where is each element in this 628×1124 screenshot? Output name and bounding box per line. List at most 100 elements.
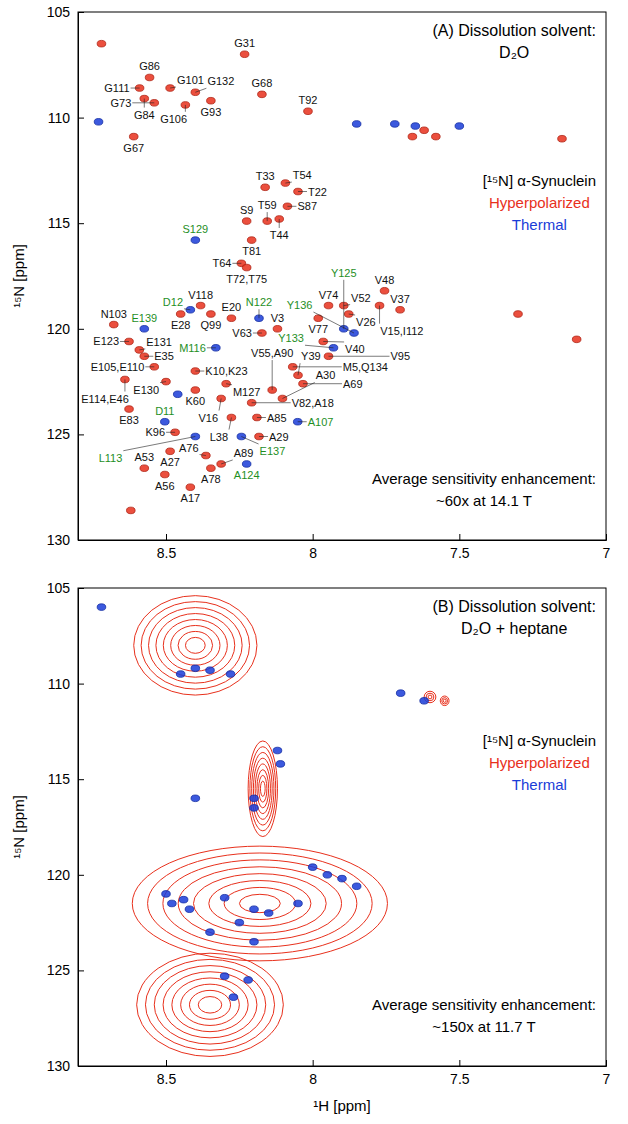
tick-label: 7 <box>603 1071 611 1087</box>
y-axis: 105110115120125130 <box>47 580 84 1074</box>
contour-ring <box>194 874 327 934</box>
peak <box>242 264 251 271</box>
peak-label: A53 <box>135 451 155 463</box>
panel: 8.587.57105110115120125130¹⁵N [ppm]¹H [p… <box>10 580 611 1114</box>
tick-label: 7.5 <box>450 545 470 561</box>
tick-mark <box>78 779 84 780</box>
leader-line <box>258 309 259 318</box>
leader-line <box>221 460 233 464</box>
tick: 8 <box>309 1060 317 1087</box>
peak <box>250 938 259 945</box>
peak-label: Y39 <box>301 350 321 362</box>
plot-frame <box>78 588 606 1066</box>
leader-line <box>285 182 291 183</box>
peak-label: E35 <box>154 350 174 362</box>
peak <box>242 218 251 225</box>
contour-ring <box>428 695 432 699</box>
peak-label: G68 <box>252 77 273 89</box>
tick-label: 125 <box>47 426 71 442</box>
contour-ring <box>252 752 274 825</box>
peak-label: D12 <box>163 296 183 308</box>
contour-ring <box>178 631 212 659</box>
tick: 110 <box>48 676 84 692</box>
tick-label: 110 <box>48 110 71 126</box>
leader-line <box>272 360 273 390</box>
leader-line <box>132 102 154 103</box>
contour-ring <box>145 959 274 1050</box>
peak-label: V40 <box>345 343 365 355</box>
leader-line <box>185 105 186 112</box>
peak-label: V55,A90 <box>251 347 293 359</box>
tick: 125 <box>47 426 84 442</box>
peak-label: V37 <box>390 293 410 305</box>
contour-ring <box>149 608 243 684</box>
contour-ring <box>224 887 295 919</box>
annotation: ~60x at 14.1 T <box>436 492 532 509</box>
peak <box>273 326 282 333</box>
peak <box>168 900 177 907</box>
peak-label: A56 <box>155 480 175 492</box>
series <box>94 119 463 468</box>
peak-label: A30 <box>316 369 336 381</box>
peak <box>278 395 287 402</box>
contour-ring <box>163 972 257 1038</box>
peak <box>135 347 144 354</box>
peak-label: E130 <box>133 384 159 396</box>
leader-line <box>344 305 350 306</box>
peak <box>235 919 244 926</box>
leader-line <box>298 191 307 192</box>
series <box>132 596 449 1057</box>
peak-label: E131 <box>146 336 172 348</box>
leader-line <box>166 432 175 433</box>
tick: 110 <box>48 110 84 126</box>
peak <box>308 864 317 871</box>
peak-label: G73 <box>110 97 131 109</box>
leader-line <box>170 87 176 88</box>
leader-line <box>195 371 204 372</box>
peak <box>166 448 175 455</box>
peak-label: S129 <box>182 223 208 235</box>
peak-label: A89 <box>234 447 254 459</box>
peak <box>323 872 332 879</box>
peak-label: V26 <box>356 316 376 328</box>
tick: 130 <box>47 532 84 548</box>
leader-line <box>323 341 344 343</box>
leader-line <box>207 347 216 348</box>
peak-label: V82,A18 <box>292 397 334 409</box>
y-axis: 105110115120125130 <box>47 4 84 548</box>
contour-ring <box>259 775 267 802</box>
leader-line <box>241 437 258 445</box>
peak <box>176 311 185 318</box>
peak-label: V16 <box>198 412 218 424</box>
subtitle: D₂O <box>499 44 529 61</box>
peak <box>240 51 249 58</box>
contour-ring <box>132 846 387 961</box>
peak <box>145 74 154 81</box>
axis-title: ¹⁵N [ppm] <box>10 795 27 859</box>
tick-label: 125 <box>47 962 71 978</box>
peak-label: T54 <box>293 169 312 181</box>
peak <box>207 97 216 104</box>
contour-ring <box>141 602 249 689</box>
leader-line <box>195 88 206 92</box>
tick-mark <box>78 12 84 13</box>
peak <box>250 795 259 802</box>
peak-label: K60 <box>186 395 206 407</box>
peak <box>264 910 273 917</box>
leader-line <box>124 379 125 391</box>
tick: 115 <box>48 771 84 787</box>
tick: 105 <box>47 4 84 20</box>
peak-label: V48 <box>375 274 395 286</box>
peak-label: G111 <box>104 82 129 94</box>
peak <box>261 184 270 191</box>
peak <box>247 237 256 244</box>
peak-label: A76 <box>179 442 199 454</box>
tick-label: 105 <box>47 4 71 20</box>
leader-line <box>349 314 355 315</box>
peak <box>408 133 417 140</box>
leader-line <box>160 382 166 383</box>
peak <box>294 900 303 907</box>
peak <box>352 121 361 128</box>
contour-ring <box>163 860 357 947</box>
peak <box>173 391 182 398</box>
